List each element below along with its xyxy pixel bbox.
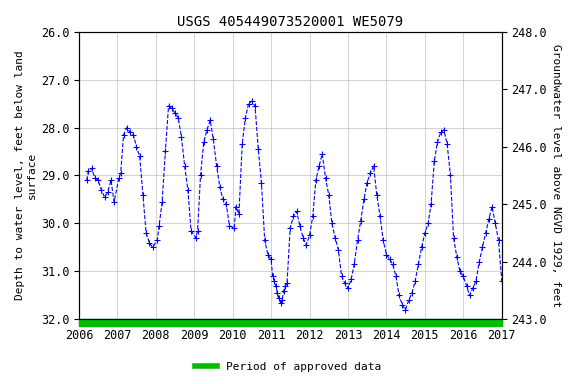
Y-axis label: Depth to water level, feet below land
surface: Depth to water level, feet below land su… <box>15 51 37 300</box>
Legend: Period of approved data: Period of approved data <box>191 358 385 377</box>
Title: USGS 405449073520001 WE5079: USGS 405449073520001 WE5079 <box>177 15 403 29</box>
Y-axis label: Groundwater level above NGVD 1929, feet: Groundwater level above NGVD 1929, feet <box>551 44 561 307</box>
